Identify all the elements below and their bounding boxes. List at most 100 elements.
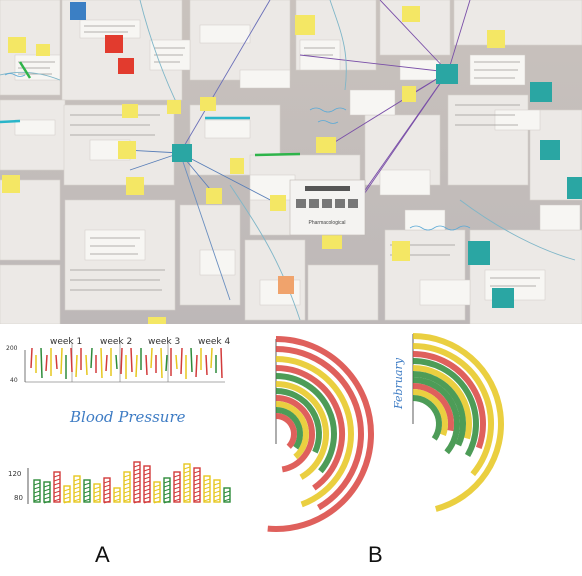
bar-hatch bbox=[123, 490, 131, 494]
week-label: week 2 bbox=[100, 337, 132, 347]
bar-hatch bbox=[213, 494, 221, 498]
february-label: February bbox=[392, 357, 405, 410]
hatched-arc bbox=[412, 389, 448, 436]
sticky-note-blue bbox=[70, 2, 86, 20]
bar-hatch bbox=[213, 486, 221, 490]
sticky-note-yellow bbox=[206, 188, 222, 204]
strip-mark bbox=[130, 347, 133, 373]
bar-hatch bbox=[163, 492, 171, 496]
bar-hatch bbox=[163, 500, 171, 504]
bar-hatch bbox=[123, 486, 131, 490]
sticky-note-red bbox=[118, 58, 134, 74]
bar-hatch bbox=[123, 482, 131, 486]
sticky-note-yellow bbox=[118, 141, 136, 159]
bar-hatch bbox=[193, 486, 201, 490]
bar-hatch bbox=[133, 464, 141, 468]
bar-hatch bbox=[163, 480, 171, 484]
right-arcs bbox=[412, 333, 504, 512]
left-arcs bbox=[267, 336, 374, 532]
hatched-arc bbox=[275, 381, 329, 480]
bar-hatch bbox=[33, 498, 41, 502]
strip-mark bbox=[160, 347, 163, 379]
sticky-notes bbox=[2, 2, 582, 324]
sticky-note-yellow bbox=[402, 86, 416, 102]
bar-hatch bbox=[53, 482, 61, 486]
bar-hatch bbox=[33, 482, 41, 486]
bar-hatch bbox=[73, 490, 81, 494]
hatched-arc bbox=[275, 388, 322, 454]
top-strip-marks bbox=[30, 347, 223, 379]
bar-hatch bbox=[73, 482, 81, 486]
bar-hatch bbox=[103, 496, 111, 500]
bar-hatch bbox=[193, 478, 201, 482]
bar-hatch bbox=[183, 494, 191, 498]
bar-hatch bbox=[153, 492, 161, 496]
hatched-arc bbox=[275, 373, 337, 474]
bar-hatch bbox=[73, 494, 81, 498]
bar-hatch bbox=[173, 478, 181, 482]
sticky-note-yellow bbox=[200, 97, 216, 111]
sketches-panel: week 1 week 2 week 3 week 4 200 40 Blood… bbox=[0, 324, 582, 576]
bottom-y-high-label: 120 bbox=[8, 470, 21, 478]
bar-hatch bbox=[33, 490, 41, 494]
hatched-arc bbox=[412, 395, 442, 441]
bar-hatch bbox=[133, 472, 141, 476]
bar-hatch bbox=[153, 488, 161, 492]
bar-hatch bbox=[153, 484, 161, 488]
bar-hatch bbox=[83, 482, 91, 486]
bar-hatch bbox=[173, 494, 181, 498]
sticky-note-yellow bbox=[392, 241, 410, 261]
strip-mark bbox=[205, 354, 208, 376]
bar-hatch bbox=[203, 486, 211, 490]
bar-hatch bbox=[183, 482, 191, 486]
sticky-note-yellow bbox=[295, 15, 315, 35]
bar-hatch bbox=[103, 488, 111, 492]
strip-mark bbox=[145, 354, 148, 376]
sticky-note-teal bbox=[567, 177, 582, 199]
bar-hatch bbox=[223, 494, 231, 498]
bar-hatch bbox=[83, 494, 91, 498]
bottom-bars bbox=[33, 461, 231, 504]
strip-mark bbox=[70, 347, 73, 373]
bar-hatch bbox=[163, 496, 171, 500]
bar-hatch bbox=[133, 488, 141, 492]
bar-hatch bbox=[163, 488, 171, 492]
panel-label-a: A bbox=[95, 542, 110, 567]
bar-hatch bbox=[173, 486, 181, 490]
bar-hatch bbox=[43, 488, 51, 492]
bar-hatch bbox=[193, 494, 201, 498]
bar-hatch bbox=[133, 496, 141, 500]
strip-mark bbox=[90, 347, 93, 369]
strip-mark bbox=[75, 354, 78, 378]
bar-hatch bbox=[63, 496, 71, 500]
hatched-arc bbox=[275, 407, 303, 450]
bar-hatch bbox=[203, 482, 211, 486]
bar-hatch bbox=[183, 470, 191, 474]
bottom-y-low-label: 80 bbox=[14, 494, 23, 502]
sticky-note-yellow bbox=[270, 195, 286, 211]
sticky-note-yellow bbox=[126, 177, 144, 195]
sticky-note-red bbox=[105, 35, 123, 53]
bar-hatch bbox=[223, 490, 231, 494]
bar-hatch bbox=[133, 476, 141, 480]
sticky-note-yellow bbox=[148, 317, 166, 324]
strip-mark bbox=[135, 354, 138, 378]
hatched-arc bbox=[275, 356, 354, 508]
strip-mark bbox=[45, 354, 48, 372]
bar-hatch bbox=[33, 486, 41, 490]
week-label: week 1 bbox=[50, 337, 82, 347]
marker-highlights bbox=[0, 61, 301, 157]
hatched-arc bbox=[275, 413, 297, 449]
bar-hatch bbox=[143, 488, 151, 492]
bar-hatch bbox=[73, 486, 81, 490]
bar-hatch bbox=[93, 490, 101, 494]
sticky-note-yellow bbox=[122, 104, 138, 118]
bar-hatch bbox=[53, 474, 61, 478]
bar-hatch bbox=[43, 500, 51, 504]
top-y-high-label: 200 bbox=[6, 345, 18, 352]
bar-hatch bbox=[113, 490, 121, 494]
hatched-arc bbox=[275, 346, 364, 511]
pharmacological-card-title: Pharmacological bbox=[309, 220, 346, 226]
bar-hatch bbox=[143, 484, 151, 488]
sticky-note-teal bbox=[436, 64, 458, 84]
